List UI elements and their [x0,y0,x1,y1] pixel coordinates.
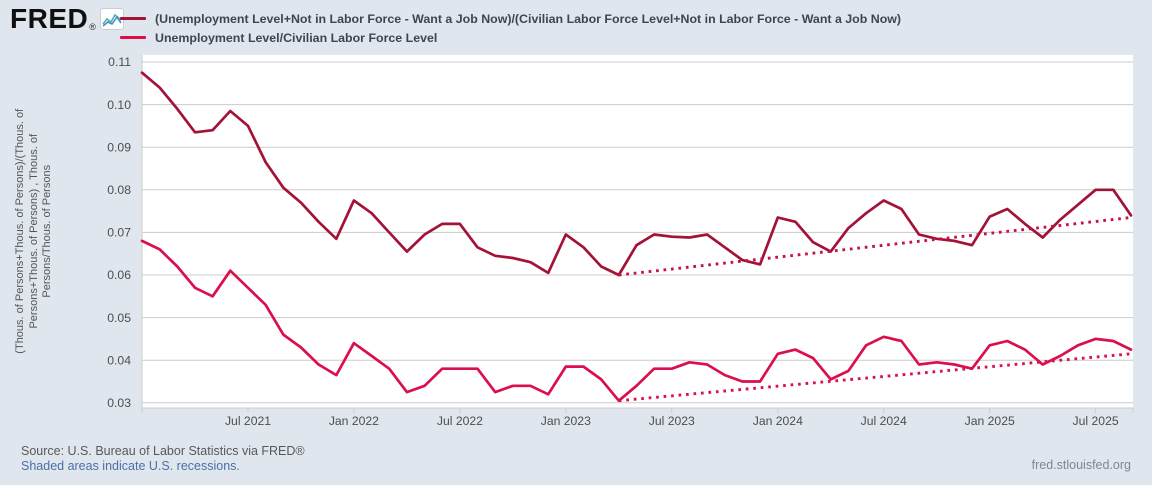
legend-line-marker [120,35,146,40]
svg-text:0.05: 0.05 [107,311,131,325]
svg-text:Jul 2022: Jul 2022 [437,414,483,428]
svg-text:Jul 2023: Jul 2023 [649,414,695,428]
legend-line-marker [120,16,146,21]
svg-text:0.10: 0.10 [107,98,131,112]
svg-text:Jul 2025: Jul 2025 [1073,414,1119,428]
fred-site-text: fred.stlouisfed.org [1031,458,1131,472]
svg-text:Jul 2024: Jul 2024 [861,414,907,428]
svg-text:0.07: 0.07 [107,226,131,240]
svg-text:0.09: 0.09 [107,140,131,154]
svg-text:0.04: 0.04 [107,353,131,367]
legend-item-unemployment-rate[interactable]: Unemployment Level/Civilian Labor Force … [120,28,901,47]
svg-text:0.08: 0.08 [107,183,131,197]
source-note: Source: U.S. Bureau of Labor Statistics … [21,444,305,458]
legend-label: Unemployment Level/Civilian Labor Force … [155,30,438,45]
legend-item-ratio-with-want-a-job[interactable]: (Unemployment Level+Not in Labor Force -… [120,9,901,28]
fred-logo-text: FRED [10,3,89,34]
fred-logo[interactable]: FRED ® [10,5,124,33]
legend: (Unemployment Level+Not in Labor Force -… [120,9,901,47]
registered-mark: ® [89,22,96,32]
svg-text:Jan 2024: Jan 2024 [753,414,803,428]
svg-text:0.11: 0.11 [108,55,131,69]
legend-label: (Unemployment Level+Not in Labor Force -… [155,11,902,26]
recessions-link[interactable]: Shaded areas indicate U.S. recessions. [21,459,240,473]
svg-text:Jan 2022: Jan 2022 [329,414,379,428]
svg-text:Jul 2021: Jul 2021 [225,414,271,428]
svg-text:Jan 2023: Jan 2023 [541,414,591,428]
svg-text:0.03: 0.03 [107,396,131,410]
svg-text:0.06: 0.06 [107,268,131,282]
y-axis-label: (Thous. of Persons+Thous. of Persons)/(T… [13,108,53,354]
svg-text:Jan 2025: Jan 2025 [965,414,1015,428]
